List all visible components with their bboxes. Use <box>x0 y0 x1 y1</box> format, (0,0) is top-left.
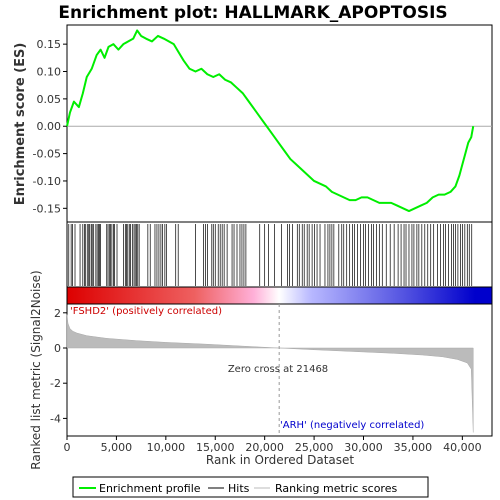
metric-y-tick-label: 2 <box>54 307 61 320</box>
x-tick-label: 40,000 <box>443 441 482 454</box>
x-axis-label: Rank in Ordered Dataset <box>206 453 354 467</box>
legend-metric-label: Ranking metric scores <box>275 482 397 495</box>
negative-annotation: 'ARH' (negatively correlated) <box>280 420 424 431</box>
metric-y-axis: 2 0 -2 -4 <box>50 307 67 425</box>
metric-y-axis-label: Ranked list metric (Signal2Noise) <box>29 270 43 469</box>
es-y-axis-label: Enrichment score (ES) <box>13 43 28 206</box>
positive-annotation: 'FSHD2' (positively correlated) <box>70 306 222 317</box>
metric-y-tick-label: 0 <box>54 342 61 355</box>
es-y-tick-label: -0.10 <box>33 175 61 188</box>
chart-title: Enrichment plot: HALLMARK_APOPTOSIS <box>58 3 447 23</box>
x-tick-label: 35,000 <box>394 441 433 454</box>
rank-color-bar <box>66 286 493 305</box>
x-tick-label: 20,000 <box>245 441 284 454</box>
legend-hits-label: Hits <box>228 482 250 495</box>
es-panel-frame <box>66 24 493 223</box>
es-y-tick-label: -0.15 <box>33 202 61 215</box>
es-y-tick-label: 0.10 <box>37 66 62 79</box>
es-y-tick-label: 0.00 <box>37 120 62 133</box>
x-tick-label: 30,000 <box>344 441 383 454</box>
metric-y-tick-label: -2 <box>50 377 61 390</box>
es-y-tick-label: -0.05 <box>33 148 61 161</box>
x-tick-label: 25,000 <box>295 441 334 454</box>
metric-x-axis: 0 5,000 10,000 15,000 20,000 25,000 30,000 35,0… <box>64 436 482 454</box>
es-y-axis: 0.15 0.10 0.05 0.00 -0.05 -0.10 -0.15 <box>33 38 67 215</box>
metric-y-tick-label: -4 <box>50 412 61 425</box>
x-tick-label: 0 <box>64 441 71 454</box>
es-y-tick-label: 0.15 <box>37 38 62 51</box>
legend-box <box>72 476 429 498</box>
es-y-tick-label: 0.05 <box>37 93 62 106</box>
hits-rug <box>68 224 473 286</box>
x-tick-label: 5,000 <box>101 441 133 454</box>
legend-enrichment-label: Enrichment profile <box>99 482 201 495</box>
x-tick-label: 10,000 <box>147 441 186 454</box>
enrichment-profile-line <box>66 29 475 213</box>
zero-cross-annotation: Zero cross at 21468 <box>228 364 328 375</box>
x-tick-label: 15,000 <box>196 441 235 454</box>
